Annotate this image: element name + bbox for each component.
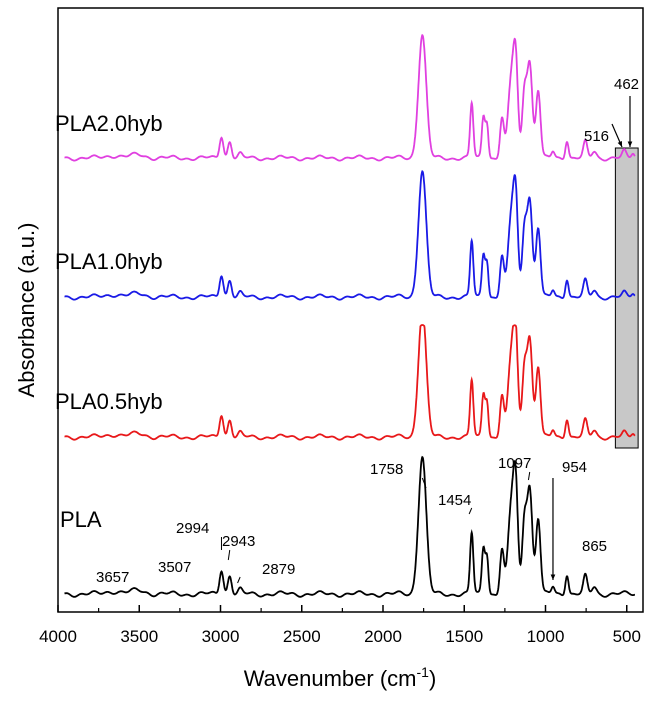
x-tick-label-1000: 1000	[527, 627, 565, 646]
arrow-head	[550, 574, 556, 580]
series-label-pla0.5hyb: PLA0.5hyb	[55, 389, 163, 414]
series-line-pla1.0hyb	[64, 170, 636, 301]
x-ticks: 4000 3500 3000 2500 2000 1500 1000 500	[39, 605, 641, 646]
leader-line	[237, 576, 241, 584]
x-tick-label-4000: 4000	[39, 627, 77, 646]
series-label-pla2.0hyb: PLA2.0hyb	[55, 111, 163, 136]
peak-label-954: 954	[562, 459, 587, 476]
x-axis-label: Wavenumber (cm-1)	[244, 664, 437, 691]
peak-label-2879: 2879	[262, 561, 295, 578]
x-tick-label-2000: 2000	[364, 627, 402, 646]
peak-annotations: 3657 3507 2994 2943 2879 1758 1454 1097 954 865 51…	[96, 76, 639, 586]
y-axis-label: Absorbance (a.u.)	[14, 223, 39, 398]
series-line-pla0.5hyb	[64, 324, 636, 441]
leader-line	[468, 507, 473, 515]
x-tick-label-500: 500	[613, 627, 641, 646]
x-tick-label-3500: 3500	[120, 627, 158, 646]
series-line-pla	[64, 455, 635, 598]
peak-label-2994: 2994	[176, 520, 209, 537]
x-axis-label-main: Wavenumber (cm	[244, 666, 417, 691]
arrow-head	[627, 141, 633, 147]
x-axis-label-superscript: -1	[417, 664, 430, 680]
peak-label-1758: 1758	[370, 461, 403, 478]
peak-label-516: 516	[584, 128, 609, 145]
peak-label-1454: 1454	[438, 492, 471, 509]
highlight-band	[614, 147, 639, 449]
series-layer	[64, 33, 636, 598]
peak-label-865: 865	[582, 538, 607, 555]
leader-line	[227, 549, 231, 561]
series-line-pla2.0hyb	[64, 33, 636, 162]
arrow-head	[617, 141, 622, 147]
series-labels: PLA PLA0.5hyb PLA1.0hyb PLA2.0hyb	[55, 111, 163, 532]
plot-frame	[57, 7, 644, 613]
peak-label-3657: 3657	[96, 569, 129, 586]
leader-line	[421, 477, 427, 489]
x-axis-label-suffix: )	[429, 666, 436, 691]
peak-label-3507: 3507	[158, 559, 191, 576]
series-label-pla1.0hyb: PLA1.0hyb	[55, 249, 163, 274]
peak-label-462: 462	[614, 76, 639, 93]
x-tick-label-2500: 2500	[283, 627, 321, 646]
leader-line	[527, 471, 531, 481]
x-tick-label-3000: 3000	[202, 627, 240, 646]
x-tick-label-1500: 1500	[445, 627, 483, 646]
series-label-pla: PLA	[60, 507, 102, 532]
peak-label-2943: 2943	[222, 533, 255, 550]
peak-label-1097: 1097	[498, 455, 531, 472]
